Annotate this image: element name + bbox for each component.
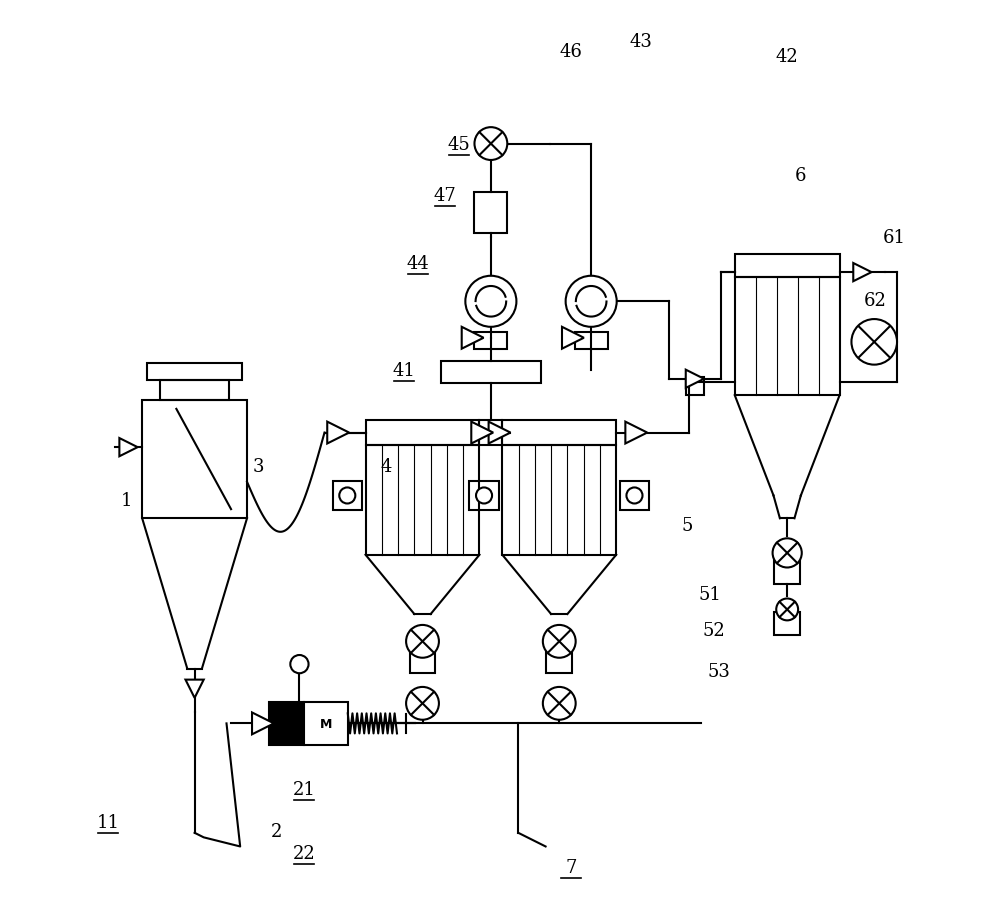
Text: 53: 53 <box>707 662 730 680</box>
Circle shape <box>776 599 798 620</box>
Text: M: M <box>320 717 332 730</box>
Bar <box>774 557 800 584</box>
Polygon shape <box>853 264 872 282</box>
Text: 21: 21 <box>293 780 315 799</box>
Circle shape <box>773 539 802 568</box>
Polygon shape <box>327 422 349 444</box>
Bar <box>502 420 616 446</box>
Bar <box>147 364 242 380</box>
Text: 3: 3 <box>253 458 264 476</box>
Text: 47: 47 <box>434 187 457 204</box>
Text: 6: 6 <box>795 166 807 185</box>
Circle shape <box>543 625 576 658</box>
Text: 22: 22 <box>293 844 315 862</box>
Text: 5: 5 <box>681 516 693 534</box>
Circle shape <box>406 687 439 720</box>
Bar <box>441 361 541 384</box>
Text: 2: 2 <box>271 823 282 840</box>
Text: 51: 51 <box>698 585 721 603</box>
Text: 7: 7 <box>565 858 577 877</box>
Bar <box>735 255 840 278</box>
Polygon shape <box>119 438 138 457</box>
Circle shape <box>465 277 516 327</box>
Bar <box>686 380 704 396</box>
Bar <box>366 446 479 555</box>
Circle shape <box>290 655 309 674</box>
Bar <box>333 482 362 510</box>
Bar <box>735 278 840 396</box>
Bar <box>469 482 499 510</box>
Bar <box>269 702 304 745</box>
Text: 42: 42 <box>776 48 799 66</box>
Text: 44: 44 <box>407 255 429 273</box>
Bar <box>546 643 572 674</box>
Text: 11: 11 <box>96 813 119 831</box>
Polygon shape <box>686 370 704 389</box>
Circle shape <box>339 488 355 504</box>
Circle shape <box>406 625 439 658</box>
Text: 45: 45 <box>448 136 470 154</box>
Polygon shape <box>489 422 510 444</box>
Text: 1: 1 <box>120 492 132 509</box>
Bar <box>479 420 502 446</box>
Bar <box>620 482 649 510</box>
Polygon shape <box>625 422 647 444</box>
Bar <box>142 401 247 518</box>
Text: 41: 41 <box>393 361 416 380</box>
Text: 4: 4 <box>380 458 392 476</box>
Bar <box>474 333 507 349</box>
Circle shape <box>626 488 642 504</box>
Bar <box>774 612 800 635</box>
Bar <box>575 333 608 349</box>
Circle shape <box>474 128 507 161</box>
Circle shape <box>566 277 617 327</box>
Bar <box>474 193 507 233</box>
Text: 62: 62 <box>864 292 887 310</box>
Text: 61: 61 <box>882 228 905 246</box>
Bar <box>366 420 479 446</box>
Polygon shape <box>252 712 274 734</box>
Text: 52: 52 <box>703 622 726 640</box>
Text: 46: 46 <box>560 42 583 61</box>
Polygon shape <box>462 327 484 349</box>
Circle shape <box>476 488 492 504</box>
Polygon shape <box>185 680 204 698</box>
Bar <box>304 702 348 745</box>
Polygon shape <box>471 422 493 444</box>
Text: 43: 43 <box>630 33 653 51</box>
Circle shape <box>851 320 897 365</box>
Bar <box>502 446 616 555</box>
Bar <box>160 380 229 401</box>
Bar <box>410 643 435 674</box>
Polygon shape <box>562 327 584 349</box>
Circle shape <box>543 687 576 720</box>
